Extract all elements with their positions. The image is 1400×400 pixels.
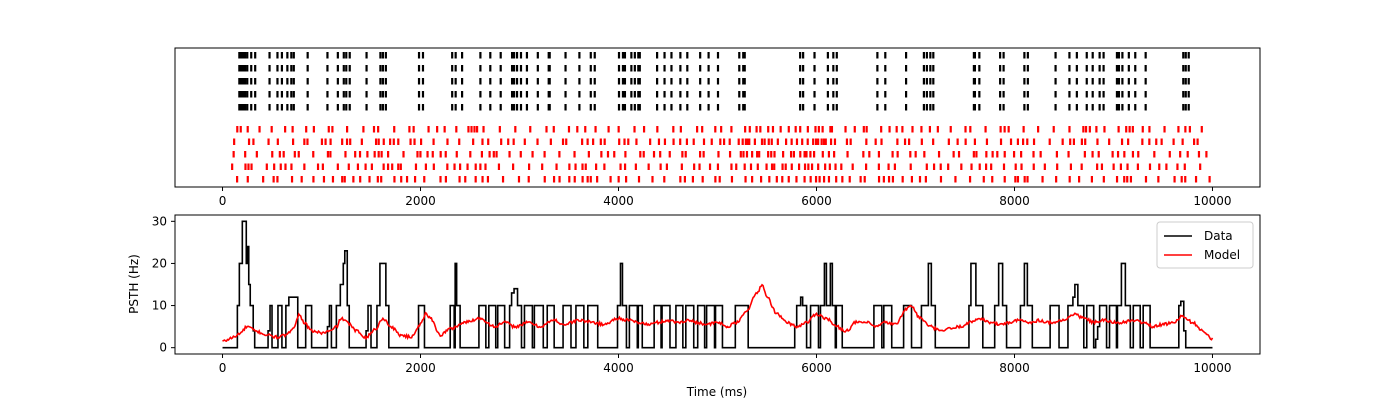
psth-x-tick-label: 2000 (405, 361, 436, 375)
psth-x-tick-label: 10000 (1193, 361, 1231, 375)
legend-label-model: Model (1204, 248, 1240, 262)
psth-panel: 0 2000 4000 6000 8000 10000 0 10 20 30 Time (ms)… (127, 214, 1261, 399)
psth-x-tick-label: 6000 (801, 361, 832, 375)
legend-box (1156, 221, 1254, 269)
psth-y-tick-label: 30 (152, 214, 167, 228)
raster-x-tick-label: 10000 (1193, 194, 1231, 208)
raster-x-axis-ticks: 0 2000 4000 6000 8000 10000 (219, 187, 1232, 208)
raster-spikes (231, 52, 1211, 183)
psth-lines (222, 220, 1214, 349)
psth-x-tick-label: 0 (219, 361, 227, 375)
raster-panel: 0 2000 4000 6000 8000 10000 (174, 47, 1261, 208)
raster-x-tick-label: 6000 (801, 194, 832, 208)
psth-x-tick-label: 4000 (603, 361, 634, 375)
psth-y-axis-ticks: 0 10 20 30 (152, 214, 175, 355)
psth-y-tick-label: 10 (152, 299, 167, 313)
legend-label-data: Data (1204, 229, 1233, 243)
raster-x-tick-label: 0 (219, 194, 227, 208)
psth-line-model (222, 283, 1214, 342)
raster-axes-frame (174, 47, 1261, 188)
psth-y-axis-label: PSTH (Hz) (127, 254, 141, 314)
psth-y-tick-label: 0 (159, 341, 167, 355)
raster-x-tick-label: 2000 (405, 194, 436, 208)
psth-x-tick-label: 8000 (999, 361, 1030, 375)
psth-axes-frame (174, 214, 1261, 355)
psth-x-axis-label: Time (ms) (686, 385, 748, 399)
psth-y-tick-label: 20 (152, 256, 167, 270)
legend: Data Model (1156, 221, 1254, 269)
psth-line-data (222, 220, 1213, 349)
raster-x-tick-label: 4000 (603, 194, 634, 208)
raster-x-tick-label: 8000 (999, 194, 1030, 208)
psth-x-axis-ticks: 0 2000 4000 6000 8000 10000 (219, 354, 1232, 375)
